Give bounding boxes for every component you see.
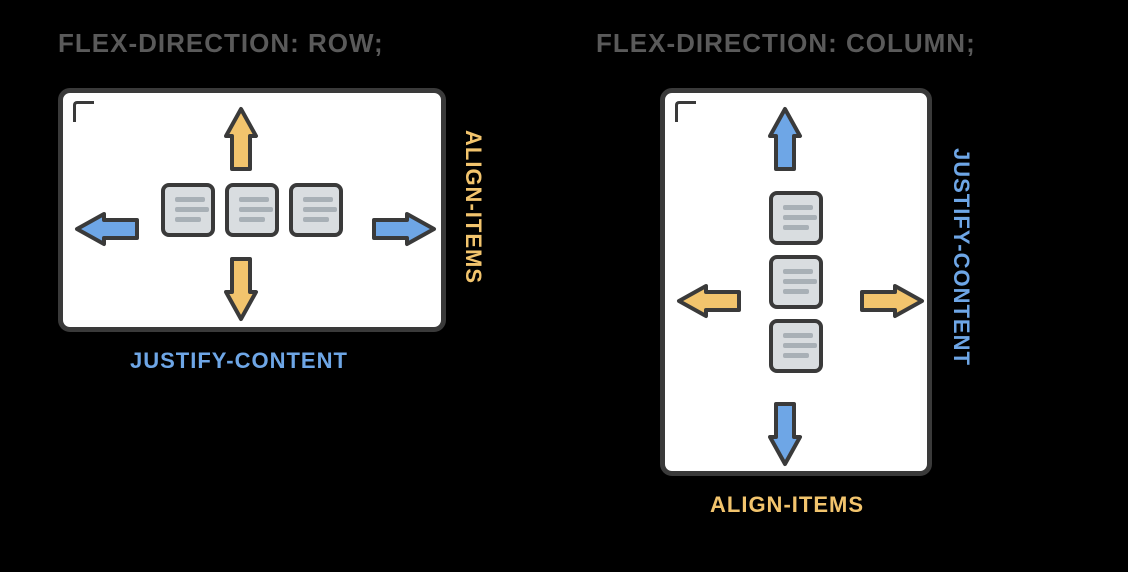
title-column: FLEX-DIRECTION: COLUMN; xyxy=(596,28,976,59)
flex-item xyxy=(769,255,823,309)
arrow-right-icon xyxy=(370,210,438,253)
label-justify-row: JUSTIFY-CONTENT xyxy=(130,348,348,374)
flex-item xyxy=(225,183,279,237)
arrow-down-icon xyxy=(766,400,804,473)
arrow-up-icon xyxy=(222,105,260,178)
arrow-left-icon xyxy=(675,282,743,325)
arrow-left-icon xyxy=(73,210,141,253)
arrow-right-icon xyxy=(858,282,926,325)
label-justify-column: JUSTIFY-CONTENT xyxy=(948,148,974,366)
arrow-up-icon xyxy=(766,105,804,178)
label-align-column: ALIGN-ITEMS xyxy=(710,492,864,518)
flex-item xyxy=(289,183,343,237)
arrow-down-icon xyxy=(222,255,260,328)
title-row: FLEX-DIRECTION: ROW; xyxy=(58,28,384,59)
flex-item xyxy=(769,191,823,245)
flex-item xyxy=(769,319,823,373)
flex-item xyxy=(161,183,215,237)
label-align-row: ALIGN-ITEMS xyxy=(460,130,486,284)
